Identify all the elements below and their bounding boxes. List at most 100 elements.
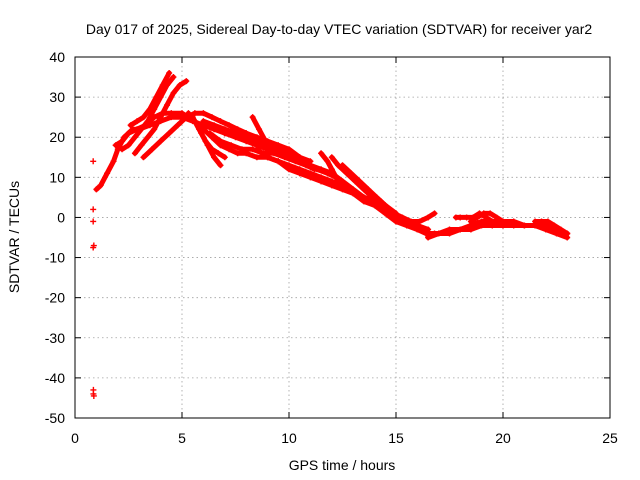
y-tick-labels: -50 -40 -30 -20 -10 0 10 20 30 40 [45,49,65,426]
data-point-marker [146,106,153,113]
x-tick-label: 5 [178,430,186,446]
data-point-marker [228,142,235,149]
y-tick-label: 10 [49,169,65,185]
data-series [90,70,571,399]
data-point-marker [262,138,269,145]
data-point-marker [457,214,464,221]
data-point-marker [125,142,132,149]
data-point-marker [414,226,421,233]
data-point-marker [553,230,560,237]
data-point-marker [328,154,335,161]
series-track-trace-e [127,70,173,129]
data-point-marker [538,218,545,225]
x-axis-label: GPS time / hours [289,457,396,473]
data-point-marker [350,190,357,197]
data-point-marker [390,210,397,217]
data-point-marker [435,230,442,237]
x-tick-label: 20 [495,430,511,446]
data-point-marker [90,392,97,399]
x-tick-labels: 0 5 10 15 20 25 [71,430,618,446]
data-point-marker [185,110,192,117]
data-point-marker [166,70,173,77]
data-point-marker [500,218,506,225]
data-point-marker [431,210,438,217]
chart-title: Day 017 of 2025, Sidereal Day-to-day VTE… [86,21,592,37]
data-point-marker [542,226,549,233]
data-point-marker [112,142,119,149]
data-point-marker [356,178,363,185]
data-point-marker [138,126,145,133]
data-point-marker [253,146,260,153]
data-point-marker [217,118,224,125]
data-point-marker [208,146,215,153]
data-point-marker [277,150,284,157]
data-point-marker [328,166,335,173]
data-point-marker [303,162,310,169]
data-point-marker [104,170,111,177]
data-point-marker [296,154,303,161]
data-point-marker [159,82,166,89]
data-point-marker [253,134,260,141]
data-point-marker [333,174,340,181]
y-tick-label: -50 [45,410,65,426]
data-point-marker [157,114,164,121]
data-point-marker [170,90,177,97]
data-point-marker [286,166,292,173]
data-point-marker [110,158,117,165]
series-track-trace-h [189,114,228,161]
data-point-marker [337,182,344,189]
data-point-marker [90,158,97,165]
data-point-marker [328,182,335,189]
data-point-marker [446,230,453,237]
y-axis-label: SDTVAR / TECUs [6,181,22,293]
series-track-trace-d [131,78,190,157]
data-point-marker [211,122,218,129]
data-point-marker [131,150,138,157]
data-point-marker [131,134,138,141]
data-point-marker [463,214,470,221]
data-point-marker [226,146,233,153]
data-point-marker [189,114,196,121]
data-point-marker [134,118,141,125]
plot-frame [74,56,611,419]
data-point-marker [221,130,228,137]
y-tick-label: -30 [45,330,65,346]
data-point-marker [151,126,158,133]
data-point-marker [144,134,151,141]
data-point-marker [544,218,551,225]
data-point-marker [127,122,134,129]
series-track-trace-n [318,150,344,189]
data-point-marker [206,130,213,137]
data-point-marker [90,206,97,213]
data-point-marker [183,114,190,121]
x-tick-label: 0 [71,430,79,446]
data-point-marker [157,138,164,145]
data-point-marker [467,226,474,233]
data-point-marker [294,158,301,165]
data-point-marker [217,138,224,145]
data-point-marker [268,146,275,153]
data-point-marker [153,94,160,101]
data-point-marker [425,234,432,241]
data-point-marker [211,154,218,161]
data-point-marker [422,230,429,237]
data-point-marker [140,154,147,161]
data-point-marker [170,74,177,81]
data-point-marker [256,126,263,133]
y-tick-label: 20 [49,129,65,145]
data-point-marker [234,150,241,157]
data-point-marker [208,114,215,121]
data-point-marker [373,194,380,201]
data-point-marker [221,154,228,161]
data-point-marker [275,158,282,165]
data-point-marker [164,102,171,109]
data-point-marker [324,158,331,165]
data-point-marker [416,218,423,225]
x-tick-label: 10 [281,430,297,446]
data-point-marker [489,218,496,225]
y-tick-label: -20 [45,290,65,306]
y-tick-label: 40 [49,49,65,65]
data-point-marker [457,226,464,233]
y-tick-label: -10 [45,250,65,266]
